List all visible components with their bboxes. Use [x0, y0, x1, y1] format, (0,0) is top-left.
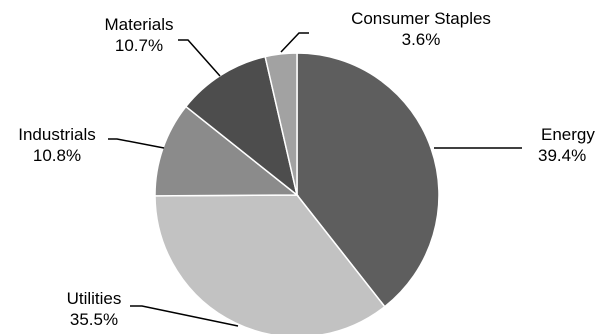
leader-line-consumer-staples [280, 32, 309, 53]
slice-label-materials: Materials [105, 15, 174, 34]
pie-slice-industrials [154, 105, 300, 197]
slice-value-energy: 39.4% [538, 146, 586, 165]
leader-line-utilities [130, 305, 239, 327]
pie-slice-utilities [154, 194, 386, 334]
pie-slice-materials [184, 55, 299, 197]
slice-label-energy: Energy [541, 125, 595, 144]
leader-line-materials [178, 39, 221, 77]
pie-slice-consumer-staples [264, 52, 298, 196]
slice-label-consumer-staples: Consumer Staples [351, 9, 491, 28]
slice-value-utilities: 35.5% [70, 310, 118, 329]
pie-slice-energy [296, 52, 440, 308]
slice-value-consumer-staples: 3.6% [402, 30, 441, 49]
leader-line-industrials [108, 138, 165, 149]
slice-value-materials: 10.7% [115, 36, 163, 55]
slice-label-utilities: Utilities [67, 289, 122, 308]
slice-label-industrials: Industrials [18, 125, 95, 144]
slice-value-industrials: 10.8% [33, 146, 81, 165]
